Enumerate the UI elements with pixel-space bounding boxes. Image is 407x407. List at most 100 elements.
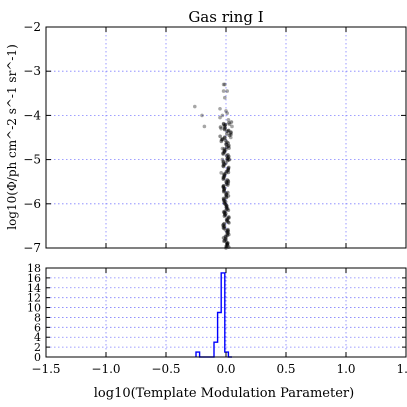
scatter-point [225, 129, 229, 134]
scatter-point [222, 135, 227, 139]
scatter-point [218, 125, 223, 129]
bottom-x-tick-label: −0.5 [151, 362, 180, 376]
scatter-point [222, 189, 226, 193]
bottom-y-tick-label: 10 [27, 302, 41, 315]
scatter-point [224, 182, 229, 186]
scatter-point [221, 177, 226, 181]
scatter-point [226, 129, 231, 133]
scatter-point [222, 186, 227, 191]
scatter-point [219, 137, 224, 142]
scatter-point [227, 154, 231, 159]
scatter-point [222, 174, 226, 179]
scatter-point [226, 220, 230, 224]
scatter-point [225, 140, 229, 144]
scatter-point [224, 195, 229, 200]
scatter-point [229, 130, 233, 134]
scatter-point [221, 152, 225, 156]
scatter-point [226, 179, 231, 184]
scatter-point [221, 223, 225, 228]
bottom-y-tick-label: 2 [34, 341, 41, 354]
scatter-point [222, 225, 226, 229]
top-y-tick-label: −6 [23, 197, 41, 211]
scatter-point [225, 178, 230, 182]
scatter-point [225, 228, 230, 233]
scatter-point [223, 209, 227, 213]
scatter-point [226, 227, 230, 232]
scatter-point [225, 145, 229, 150]
scatter-point [227, 143, 231, 148]
scatter-point [193, 104, 197, 109]
scatter-point [222, 149, 227, 154]
scatter-point [225, 216, 230, 221]
top-y-tick-label: −2 [23, 20, 41, 34]
scatter-point [224, 194, 229, 199]
scatter-point [223, 136, 227, 140]
scatter-point [222, 210, 227, 215]
scatter-point [227, 122, 232, 127]
scatter-point [222, 239, 226, 244]
scatter-point [227, 221, 231, 225]
scatter-point [221, 121, 226, 126]
scatter-point [229, 135, 233, 140]
scatter-point [222, 212, 227, 217]
scatter-point [221, 222, 226, 227]
scatter-point [221, 196, 226, 201]
scatter-point [225, 157, 229, 161]
bottom-x-tick-label: −1.5 [31, 362, 60, 376]
scatter-point [221, 236, 226, 240]
scatter-point [226, 215, 231, 219]
scatter-point [225, 111, 229, 115]
scatter-point [226, 118, 231, 122]
bottom-x-tick-label: −1.0 [91, 362, 120, 376]
scatter-point [224, 205, 229, 210]
scatter-point [221, 89, 226, 93]
bottom-x-tick-label: 1.0 [336, 362, 355, 376]
scatter-point [227, 215, 231, 220]
scatter-point [224, 142, 228, 146]
scatter-point [225, 219, 229, 223]
scatter-point [222, 150, 227, 155]
scatter-point [200, 113, 204, 118]
scatter-point [222, 172, 227, 176]
scatter-point [223, 202, 228, 207]
scatter-point [226, 194, 231, 198]
scatter-point [223, 200, 228, 204]
top-y-tick-label: −4 [23, 108, 41, 122]
scatter-point [224, 235, 228, 239]
scatter-point [224, 228, 228, 233]
scatter-point [224, 203, 229, 207]
scatter-point [202, 124, 207, 129]
scatter-point [229, 131, 233, 135]
scatter-point [226, 181, 230, 186]
scatter-point [225, 230, 229, 234]
scatter-point [227, 121, 231, 125]
scatter-point [222, 173, 227, 178]
scatter-point [223, 122, 228, 127]
scatter-point [227, 133, 232, 138]
scatter-point [221, 162, 226, 166]
scatter-point [221, 122, 226, 127]
scatter-point [221, 82, 226, 87]
scatter-point [220, 137, 225, 142]
scatter-point [224, 142, 229, 147]
scatter-points [193, 82, 234, 250]
scatter-point [221, 189, 226, 194]
scatter-point [225, 207, 229, 212]
scatter-point [230, 124, 234, 129]
scatter-point [223, 82, 227, 87]
scatter-point [222, 126, 227, 131]
scatter-point [226, 152, 230, 157]
top-axis-ticks: −7 −6 −5 −4 −3 −2 [23, 20, 407, 255]
bottom-y-tick-label: 16 [27, 272, 41, 285]
scatter-point [224, 109, 228, 113]
scatter-point [225, 168, 230, 173]
scatter-point [222, 124, 227, 129]
scatter-point [223, 126, 227, 130]
scatter-point [223, 213, 228, 218]
chart-title: Gas ring I [188, 8, 263, 26]
bottom-y-tick-label: 8 [34, 311, 41, 324]
scatter-point [222, 226, 227, 231]
scatter-point [223, 138, 228, 143]
scatter-point [226, 170, 231, 175]
